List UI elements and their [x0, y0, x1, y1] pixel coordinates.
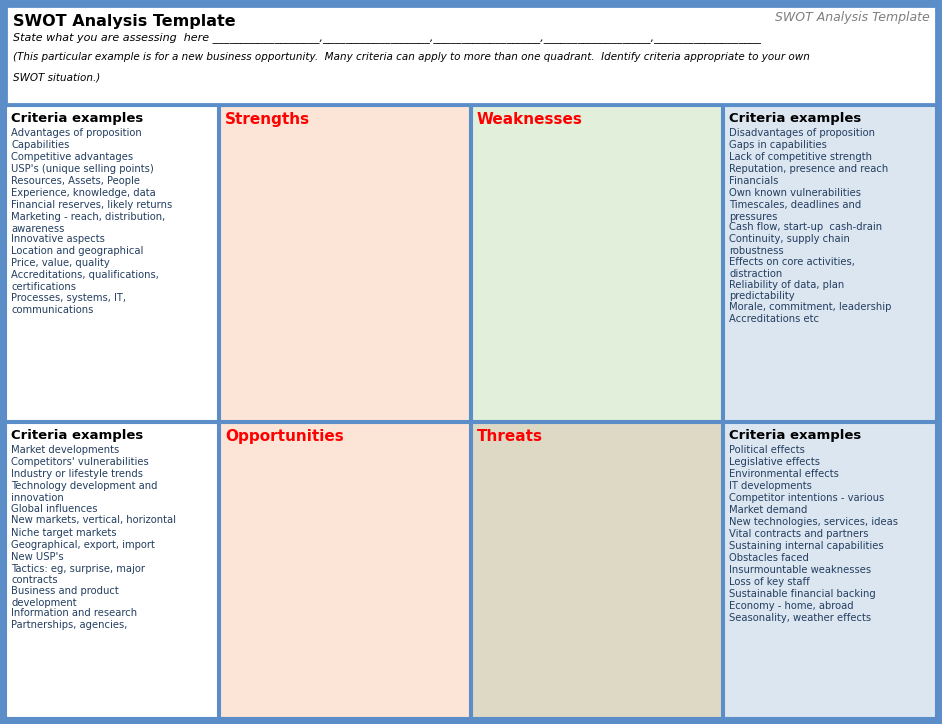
Text: SWOT Analysis Template: SWOT Analysis Template [13, 14, 235, 29]
Text: Political effects: Political effects [729, 445, 804, 455]
Text: Market demand: Market demand [729, 505, 807, 515]
Text: Vital contracts and partners: Vital contracts and partners [729, 529, 869, 539]
Text: Timescales, deadlines and
pressures: Timescales, deadlines and pressures [729, 200, 861, 222]
Text: Effects on core activities,
distraction: Effects on core activities, distraction [729, 257, 855, 279]
Text: Continuity, supply chain
robustness: Continuity, supply chain robustness [729, 235, 850, 256]
Text: Reputation, presence and reach: Reputation, presence and reach [729, 164, 888, 174]
Text: Legislative effects: Legislative effects [729, 457, 820, 467]
Text: Marketing - reach, distribution,
awareness: Marketing - reach, distribution, awarene… [11, 212, 165, 234]
Text: Accreditations etc: Accreditations etc [729, 314, 819, 324]
Text: Industry or lifestyle trends: Industry or lifestyle trends [11, 469, 143, 479]
Text: Threats: Threats [477, 429, 543, 444]
Text: Own known vulnerabilities: Own known vulnerabilities [729, 188, 861, 198]
Text: Partnerships, agencies,: Partnerships, agencies, [11, 620, 127, 631]
Text: New technologies, services, ideas: New technologies, services, ideas [729, 517, 898, 527]
Text: Disadvantages of proposition: Disadvantages of proposition [729, 128, 875, 138]
Text: Sustainable financial backing: Sustainable financial backing [729, 589, 876, 599]
Bar [6, 423, 218, 718]
Text: Lack of competitive strength: Lack of competitive strength [729, 152, 872, 162]
Bar [472, 423, 722, 718]
Text: Criteria examples: Criteria examples [729, 112, 861, 125]
Text: Criteria examples: Criteria examples [11, 429, 143, 442]
Text: Resources, Assets, People: Resources, Assets, People [11, 176, 140, 186]
Text: Processes, systems, IT,
communications: Processes, systems, IT, communications [11, 293, 126, 315]
Bar [220, 106, 470, 421]
Text: Loss of key staff: Loss of key staff [729, 577, 810, 587]
Text: Technology development and
innovation: Technology development and innovation [11, 481, 157, 502]
Text: Business and product
development: Business and product development [11, 586, 119, 607]
Text: Innovative aspects: Innovative aspects [11, 235, 105, 245]
Text: Geographical, export, import: Geographical, export, import [11, 539, 154, 550]
Text: Sustaining internal capabilities: Sustaining internal capabilities [729, 541, 884, 551]
Text: Market developments: Market developments [11, 445, 120, 455]
Text: Gaps in capabilities: Gaps in capabilities [729, 140, 827, 150]
Bar [220, 423, 470, 718]
Text: Capabilities: Capabilities [11, 140, 70, 150]
Text: New markets, vertical, horizontal: New markets, vertical, horizontal [11, 515, 176, 526]
Text: Information and research: Information and research [11, 608, 138, 618]
Text: Strengths: Strengths [225, 112, 310, 127]
Text: Competitive advantages: Competitive advantages [11, 152, 133, 162]
Text: Environmental effects: Environmental effects [729, 469, 839, 479]
Text: Economy - home, abroad: Economy - home, abroad [729, 601, 853, 611]
Text: Advantages of proposition: Advantages of proposition [11, 128, 141, 138]
Text: Global influences: Global influences [11, 503, 98, 513]
Text: Obstacles faced: Obstacles faced [729, 553, 809, 563]
Text: Financial reserves, likely returns: Financial reserves, likely returns [11, 200, 172, 210]
Text: Cash flow, start-up  cash-drain: Cash flow, start-up cash-drain [729, 222, 882, 232]
Text: Weaknesses: Weaknesses [477, 112, 583, 127]
Text: New USP's: New USP's [11, 552, 64, 562]
Text: Niche target markets: Niche target markets [11, 528, 117, 537]
Text: Location and geographical: Location and geographical [11, 246, 143, 256]
Text: (This particular example is for a new business opportunity.  Many criteria can a: (This particular example is for a new bu… [13, 52, 810, 62]
Text: Reliability of data, plan
predictability: Reliability of data, plan predictability [729, 279, 844, 301]
Text: Opportunities: Opportunities [225, 429, 344, 444]
Text: SWOT situation.): SWOT situation.) [13, 72, 100, 82]
Text: Accreditations, qualifications,
certifications: Accreditations, qualifications, certific… [11, 271, 159, 292]
Text: Criteria examples: Criteria examples [11, 112, 143, 125]
Text: Experience, knowledge, data: Experience, knowledge, data [11, 188, 155, 198]
Text: IT developments: IT developments [729, 481, 812, 491]
Text: State what you are assessing  here ___________________,___________________,_____: State what you are assessing here ______… [13, 32, 761, 43]
Text: Insurmountable weaknesses: Insurmountable weaknesses [729, 565, 871, 575]
Text: Competitors' vulnerabilities: Competitors' vulnerabilities [11, 457, 149, 467]
Text: Financials: Financials [729, 176, 778, 186]
Text: Morale, commitment, leadership: Morale, commitment, leadership [729, 302, 891, 312]
Text: Tactics: eg, surprise, major
contracts: Tactics: eg, surprise, major contracts [11, 563, 145, 585]
Bar [724, 106, 936, 421]
Bar [472, 106, 722, 421]
Text: Competitor intentions - various: Competitor intentions - various [729, 493, 885, 503]
Text: SWOT Analysis Template: SWOT Analysis Template [775, 11, 930, 24]
Bar [6, 106, 218, 421]
Bar [724, 423, 936, 718]
Text: Criteria examples: Criteria examples [729, 429, 861, 442]
Bar [6, 6, 936, 104]
Text: USP's (unique selling points): USP's (unique selling points) [11, 164, 154, 174]
Text: Seasonality, weather effects: Seasonality, weather effects [729, 613, 871, 623]
Text: Price, value, quality: Price, value, quality [11, 258, 110, 269]
